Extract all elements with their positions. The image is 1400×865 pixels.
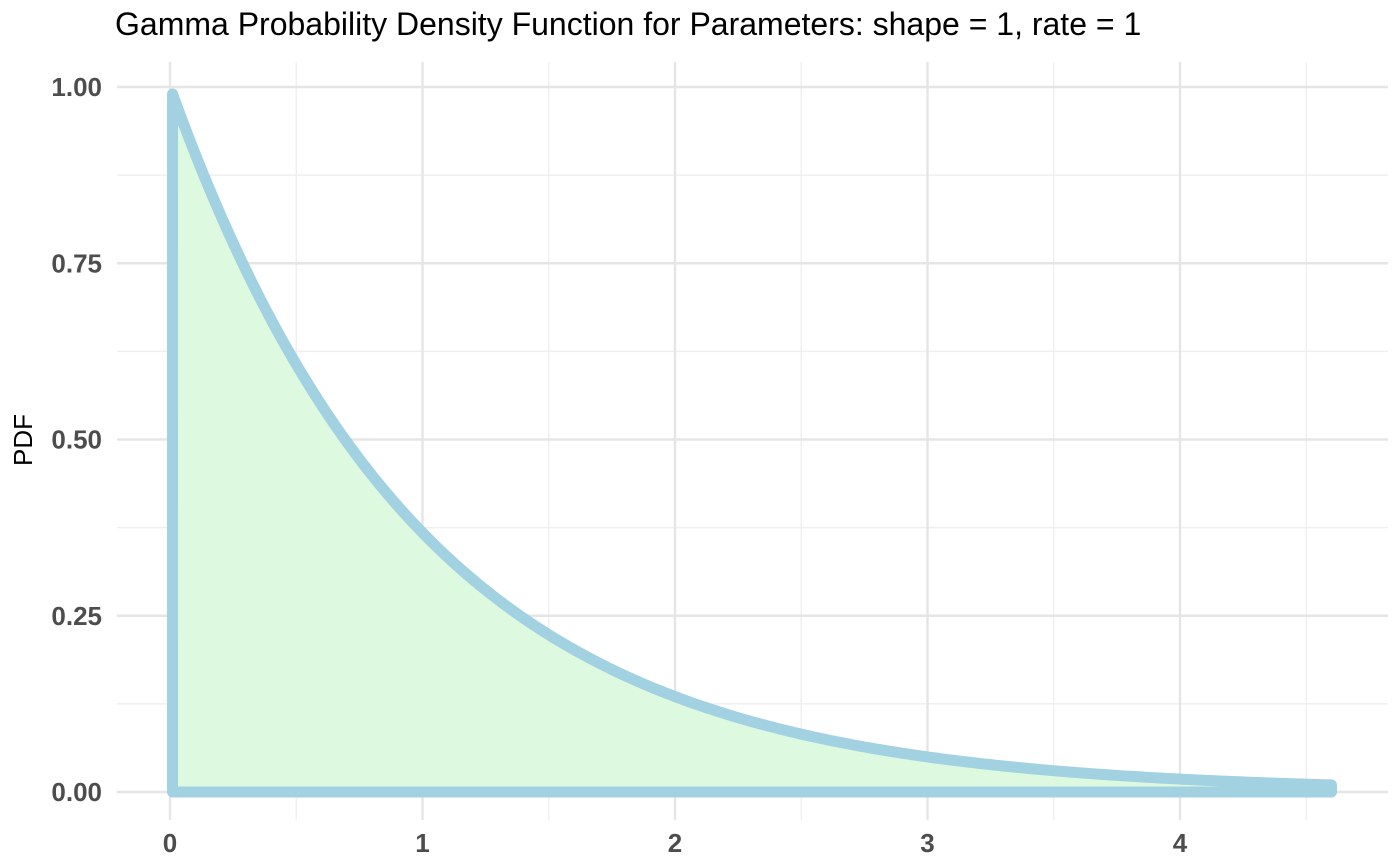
- y-axis-title: PDF: [8, 414, 38, 466]
- x-tick-label: 1: [415, 828, 429, 858]
- y-tick-label: 0.75: [51, 248, 102, 278]
- area-layer: [167, 88, 1337, 798]
- axis-layer: PDF 0 1 2 3 4 0.00 0.25 0.50 0.75 1.00: [8, 72, 1188, 858]
- y-tick-label: 1.00: [51, 72, 102, 102]
- x-tick-label: 2: [668, 828, 682, 858]
- y-tick-label: 0.50: [51, 425, 102, 455]
- y-tick-label: 0.25: [51, 601, 102, 631]
- density-area: [167, 88, 1337, 798]
- x-tick-label: 3: [920, 828, 934, 858]
- x-tick-label: 4: [1173, 828, 1188, 858]
- x-tick-label: 0: [163, 828, 177, 858]
- y-tick-label: 0.00: [51, 777, 102, 807]
- chart-title: Gamma Probability Density Function for P…: [115, 6, 1142, 42]
